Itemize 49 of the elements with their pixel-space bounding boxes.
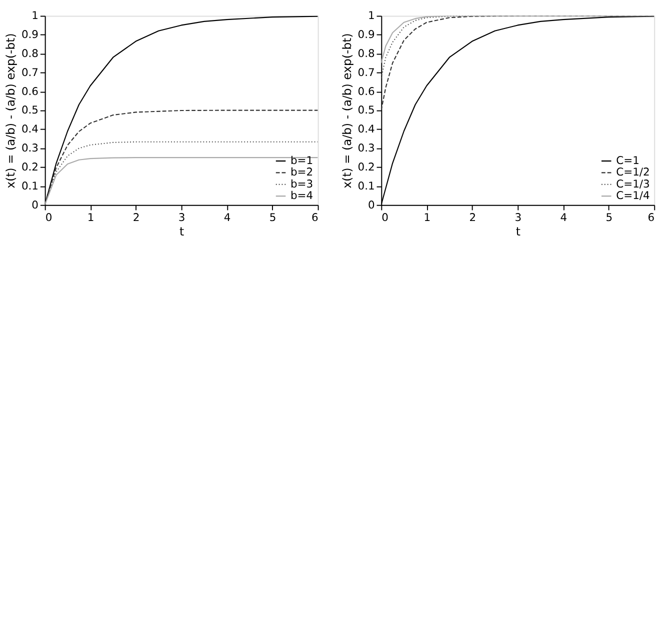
legend-label: C=1/3 — [616, 177, 650, 190]
legend-label: C=1 — [616, 154, 640, 167]
x-tick-label: 4 — [224, 210, 231, 224]
x-tick-label: 1 — [87, 210, 94, 224]
y-tick-label: 0.9 — [21, 28, 39, 42]
x-tick-label: 6 — [648, 210, 655, 224]
legend-label: b=2 — [290, 166, 314, 179]
y-tick-label: 0.1 — [358, 179, 375, 192]
y-tick-label: 0.3 — [21, 142, 39, 155]
y-axis-title: x(t) = (a/b) - (a/b) exp(-bt) — [4, 33, 18, 188]
x-tick-label: 0 — [45, 210, 52, 224]
y-tick-label: 0.6 — [21, 84, 39, 98]
x-tick-label: 2 — [469, 210, 476, 224]
y-tick-label: 1 — [32, 9, 39, 22]
x-tick-label: 2 — [132, 210, 140, 224]
y-tick-label: 0.7 — [358, 66, 375, 79]
x-tick-label: 5 — [606, 210, 613, 224]
x-tick-label: 3 — [178, 210, 186, 224]
y-tick-label: 0.4 — [358, 122, 376, 136]
line-series — [381, 16, 654, 64]
y-tick-label: 0 — [32, 198, 39, 212]
legend-label: b=4 — [290, 189, 314, 202]
y-tick-label: 0.1 — [21, 179, 39, 192]
y-tick-label: 0.4 — [21, 122, 39, 136]
y-tick-label: 0.5 — [21, 104, 39, 117]
y-tick-label: 0.3 — [358, 142, 375, 155]
x-tick-label: 0 — [382, 210, 389, 224]
x-axis-title: t — [516, 224, 521, 239]
y-tick-label: 0.8 — [358, 46, 376, 60]
x-tick-label: 1 — [424, 210, 431, 224]
y-tick-label: 0.2 — [21, 160, 39, 174]
y-tick-label: 0.9 — [358, 28, 376, 42]
y-tick-label: 0 — [368, 198, 376, 212]
legend-label: C=1/2 — [616, 166, 650, 179]
legend-label: b=3 — [290, 177, 314, 190]
legend-label: b=1 — [290, 154, 314, 167]
x-tick-label: 6 — [311, 210, 318, 224]
y-tick-label: 0.6 — [358, 84, 376, 98]
y-tick-label: 1 — [368, 9, 375, 22]
x-tick-label: 3 — [514, 210, 522, 224]
y-tick-label: 0.2 — [358, 160, 375, 174]
y-tick-label: 0.8 — [21, 46, 39, 60]
y-tick-label: 0.5 — [358, 104, 375, 117]
legend-label: C=1/4 — [616, 189, 650, 202]
x-tick-label: 4 — [560, 210, 568, 224]
y-axis-title: x(t) = (a/b) - (a/b) exp(-bt) — [340, 33, 354, 188]
y-tick-label: 0.7 — [21, 66, 39, 79]
x-axis-title: t — [180, 224, 185, 239]
x-tick-label: 5 — [269, 210, 276, 224]
